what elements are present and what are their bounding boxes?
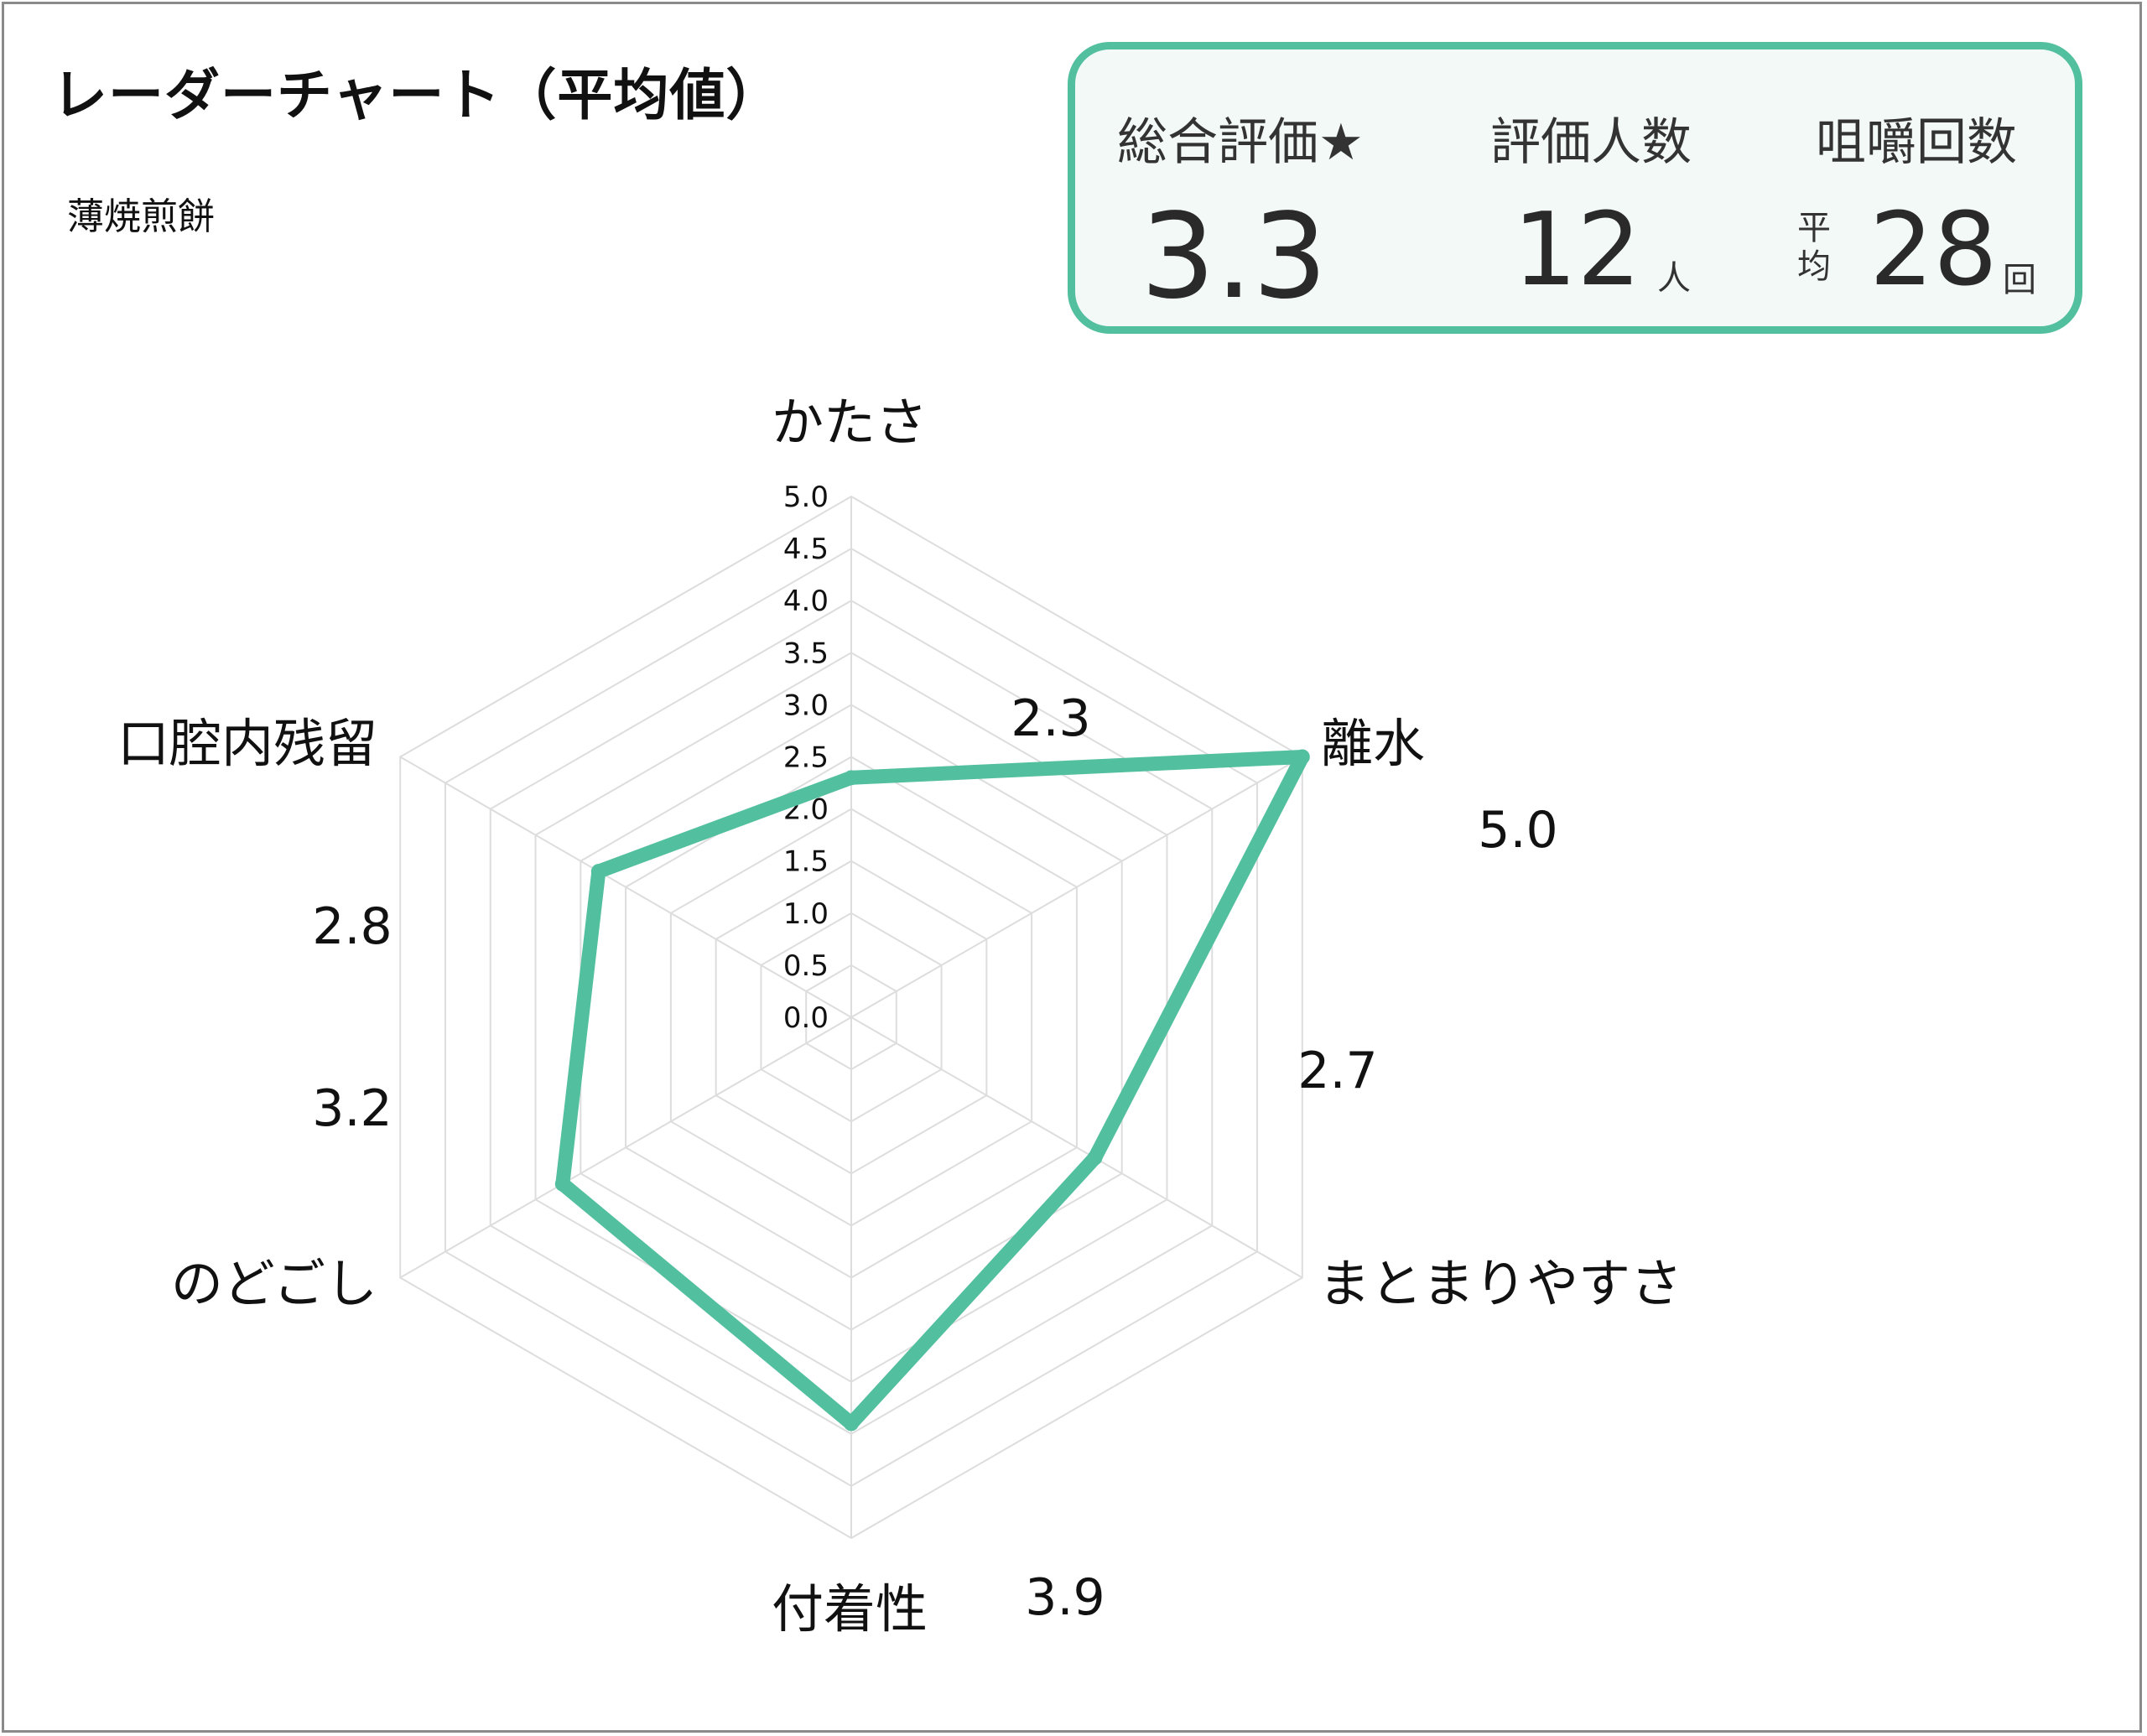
series-point bbox=[1087, 1150, 1103, 1166]
tick-label: 0.0 bbox=[783, 1001, 829, 1035]
chew-label: 咀嚼回数 bbox=[1816, 113, 2017, 172]
radar-grid bbox=[399, 495, 1303, 1540]
axis-label: 離水 bbox=[1321, 713, 1425, 774]
value-label: 5.0 bbox=[1478, 801, 1557, 860]
people-label: 評価人数 bbox=[1490, 113, 1692, 172]
page-title: レーダーチャート（平均値） bbox=[52, 63, 782, 127]
tick-label: 3.0 bbox=[783, 689, 829, 722]
series-point bbox=[554, 1176, 570, 1192]
series-point bbox=[844, 1416, 859, 1432]
axis-label: 口腔内残留 bbox=[117, 713, 377, 774]
series-point bbox=[844, 770, 859, 786]
value-label: 3.9 bbox=[1025, 1568, 1105, 1627]
tick-label: 4.0 bbox=[783, 585, 829, 618]
axis-label: まとまりやすさ bbox=[1318, 1253, 1682, 1314]
people-unit: 人 bbox=[1657, 259, 1691, 298]
people-value: 12 bbox=[1513, 192, 1641, 309]
value-label: 3.2 bbox=[312, 1079, 392, 1138]
rating-value: 3.3 bbox=[1141, 189, 1328, 325]
chew-value: 28 bbox=[1869, 192, 1998, 309]
tick-label: 4.5 bbox=[783, 533, 829, 566]
tick-label: 0.5 bbox=[783, 949, 829, 983]
axis-label: のどごし bbox=[171, 1253, 377, 1314]
tick-label: 5.0 bbox=[783, 481, 829, 514]
tick-label: 1.0 bbox=[783, 897, 829, 931]
radar-value-labels: 2.3 5.0 2.7 3.9 3.2 2.8 bbox=[312, 689, 1557, 1627]
rating-label: 総合評価★ bbox=[1117, 113, 1364, 172]
axis-label: 付着性 bbox=[772, 1578, 928, 1640]
series-point bbox=[1294, 749, 1310, 765]
grid-spoke bbox=[850, 1016, 1303, 1279]
radar-series bbox=[554, 749, 1310, 1432]
chew-avg-label: 平 均 bbox=[1797, 209, 1831, 286]
value-label: 2.7 bbox=[1297, 1042, 1377, 1100]
series-line bbox=[555, 750, 1310, 1431]
grid-spoke bbox=[399, 1016, 852, 1279]
grid-spoke bbox=[399, 756, 852, 1018]
axis-label: かたさ bbox=[772, 392, 928, 453]
series-point bbox=[590, 864, 606, 880]
value-label: 2.3 bbox=[1011, 689, 1090, 748]
value-label: 2.8 bbox=[312, 897, 392, 956]
product-name: 薄焼煎餅 bbox=[67, 195, 215, 238]
chew-unit: 回 bbox=[2003, 261, 2036, 299]
grid-spoke bbox=[850, 756, 1303, 1018]
tick-label: 3.5 bbox=[783, 637, 829, 670]
radar-ticks: 0.00.51.01.52.02.53.03.54.04.55.0 bbox=[783, 481, 829, 1035]
tick-label: 1.5 bbox=[783, 845, 829, 879]
tick-label: 2.5 bbox=[783, 741, 829, 775]
summary-panel: 総合評価★ 評価人数 咀嚼回数 3.3 12 人 平 均 28 回 bbox=[1068, 42, 2082, 334]
